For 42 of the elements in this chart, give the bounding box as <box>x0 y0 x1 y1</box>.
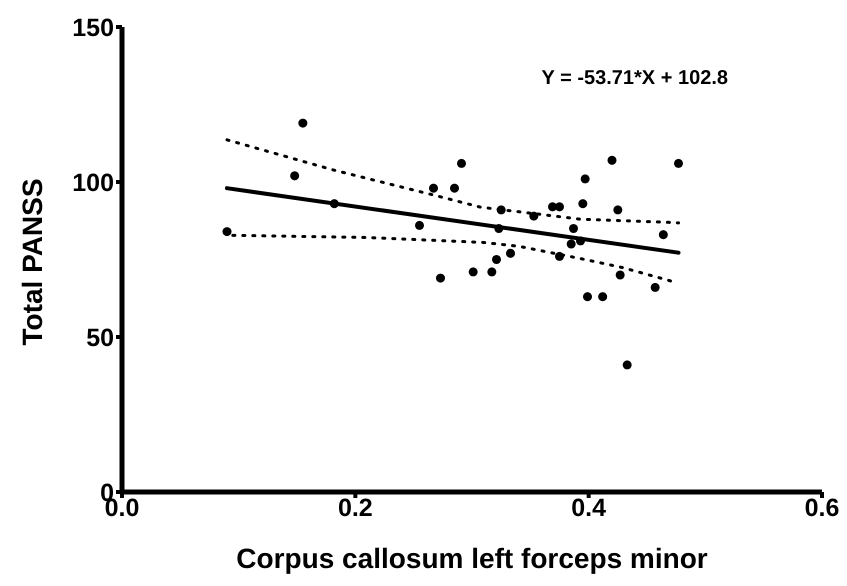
point <box>580 174 590 184</box>
point <box>554 252 564 261</box>
x-tick-label: 0.2 <box>338 494 373 522</box>
point <box>622 360 632 370</box>
point <box>576 236 586 246</box>
annotation: Y = -53.71*X + 102.8 <box>542 67 728 89</box>
point <box>222 227 232 236</box>
point <box>566 239 576 249</box>
point <box>616 270 625 280</box>
point <box>578 199 588 208</box>
point <box>506 248 516 258</box>
point <box>582 292 592 302</box>
point <box>456 158 466 168</box>
point <box>414 220 424 230</box>
point <box>496 205 506 214</box>
point <box>529 212 538 221</box>
y-tick-label: 100 <box>72 168 114 197</box>
y-axis-title: Total PANSS <box>17 178 48 346</box>
point <box>330 199 339 208</box>
x-axis-title: Corpus callosum left forceps minor <box>236 543 708 574</box>
point <box>487 267 496 276</box>
line-series <box>226 138 680 224</box>
x-tick-label: 0.4 <box>571 494 606 522</box>
point <box>598 292 608 302</box>
point <box>492 254 502 264</box>
point <box>450 184 460 193</box>
point <box>468 267 478 276</box>
point <box>607 156 617 165</box>
point <box>554 202 564 212</box>
point <box>494 224 504 234</box>
x-tick-label: 0.6 <box>804 494 840 522</box>
point <box>658 230 668 240</box>
point <box>290 171 300 180</box>
y-tick-label: 150 <box>72 14 114 42</box>
point <box>436 274 446 283</box>
point <box>650 282 660 292</box>
point <box>568 224 578 234</box>
y-tick-label: 50 <box>86 324 114 352</box>
point <box>298 118 308 128</box>
point <box>674 158 684 168</box>
point <box>613 205 622 214</box>
point <box>428 184 438 193</box>
